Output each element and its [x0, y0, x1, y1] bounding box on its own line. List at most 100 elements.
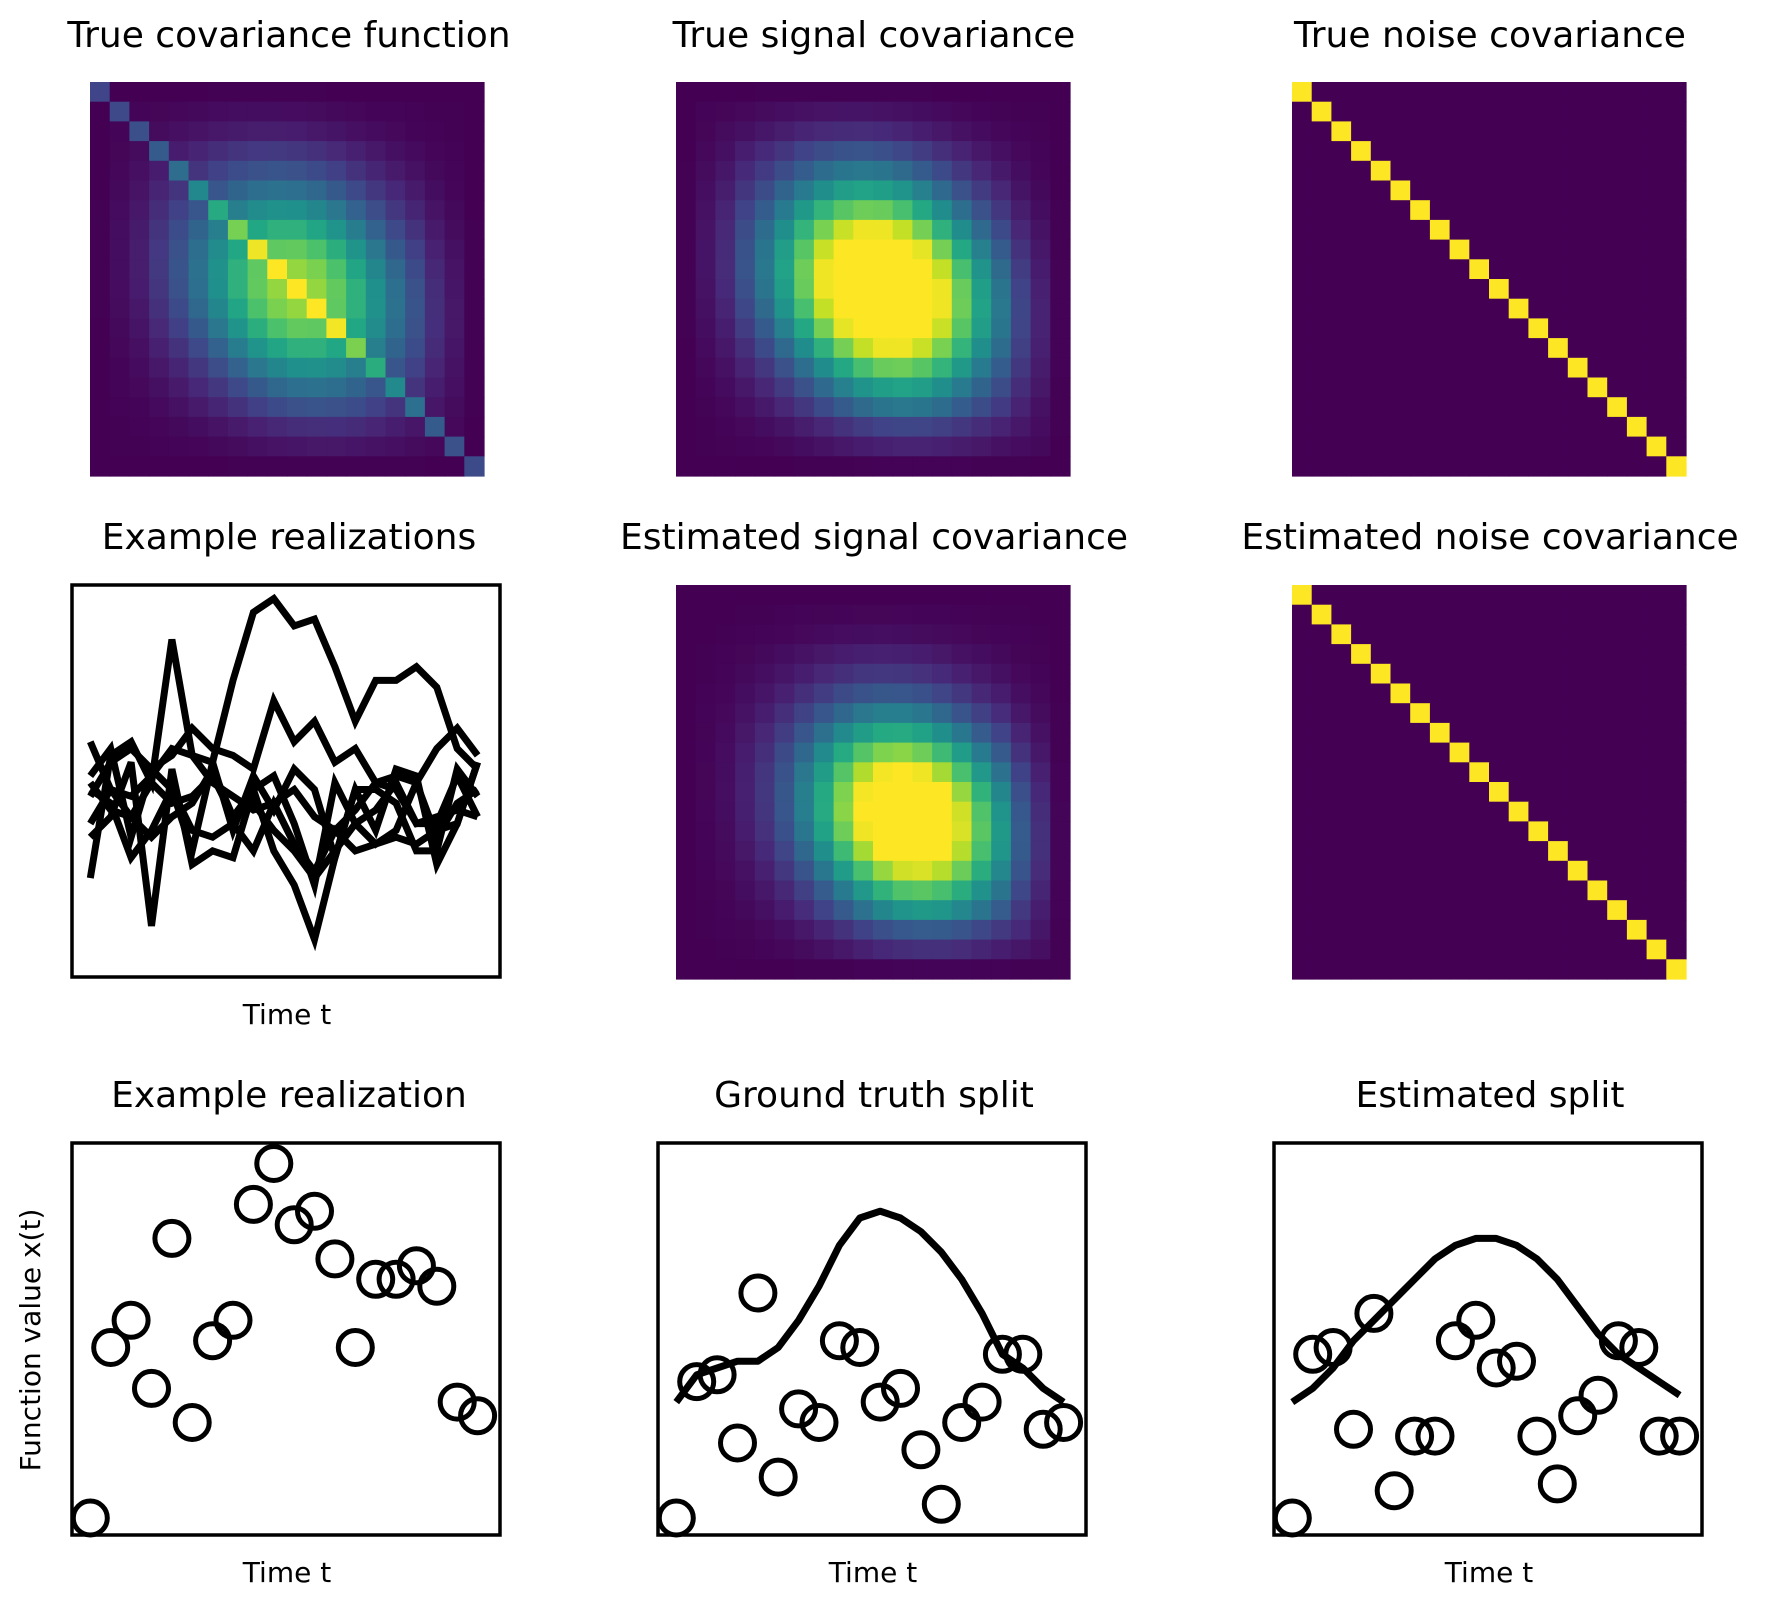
heatmap-cell: [1508, 397, 1529, 418]
heatmap-cell: [1311, 841, 1332, 862]
heatmap-cell: [464, 200, 485, 221]
heatmap-cell: [1469, 663, 1490, 685]
data-point: [437, 1382, 477, 1422]
heatmap-cell: [1567, 919, 1589, 941]
heatmap-cell: [149, 377, 170, 398]
heatmap-cell: [794, 160, 815, 182]
heatmap-cell: [1331, 101, 1352, 122]
heatmap-cell: [754, 722, 776, 744]
heatmap-cell: [1449, 821, 1470, 842]
heatmap-cell: [833, 939, 854, 960]
heatmap-cell: [1607, 762, 1628, 783]
heatmap-cell: [1370, 939, 1392, 960]
heatmap-cell: [1351, 663, 1372, 685]
heatmap-cell: [247, 397, 268, 418]
heatmap-cell: [1548, 821, 1569, 842]
heatmap-cell: [695, 318, 716, 339]
heatmap-cell: [1010, 318, 1032, 339]
heatmap-cell: [1626, 644, 1648, 665]
title-estimated-split: Estimated split: [1355, 1075, 1624, 1116]
heatmap-cell: [1626, 742, 1648, 763]
heatmap-cell: [385, 318, 406, 339]
heatmap-cell: [715, 357, 736, 379]
heatmap-cell: [1429, 821, 1451, 842]
heatmap-cell: [1010, 180, 1032, 201]
data-point: [779, 1389, 819, 1429]
heatmap-cell: [1666, 801, 1687, 822]
heatmap-cell: [1626, 722, 1648, 744]
heatmap-cell: [424, 357, 446, 379]
heatmap-cell: [774, 101, 795, 122]
heatmap-cell: [1050, 880, 1071, 901]
heatmap-cell: [1626, 703, 1648, 724]
heatmap-cell: [227, 318, 249, 339]
heatmap-cell: [1587, 900, 1608, 921]
heatmap-cell: [932, 279, 953, 300]
heatmap-cell: [1331, 200, 1352, 221]
heatmap-cell: [188, 180, 209, 201]
heatmap-cell: [1548, 377, 1569, 398]
heatmap-cell: [247, 82, 268, 103]
heatmap-cell: [715, 860, 736, 882]
heatmap-cell: [90, 318, 111, 339]
heatmap-cell: [1370, 377, 1392, 398]
heatmap-cell: [1646, 219, 1667, 241]
heatmap-true-noise-covariance: [1292, 82, 1687, 477]
heatmap-cell: [1607, 585, 1628, 606]
heatmap-cell: [1666, 239, 1687, 260]
heatmap-cell: [1567, 703, 1589, 724]
xlabel-estimated-split: Time t: [1444, 1556, 1533, 1589]
heatmap-cell: [1050, 703, 1071, 724]
heatmap-cell: [129, 279, 150, 300]
heatmap-cell: [735, 259, 756, 280]
heatmap-cell: [90, 121, 111, 142]
heatmap-cell: [1410, 919, 1431, 941]
heatmap-cell: [1410, 841, 1431, 862]
heatmap-cell: [813, 919, 835, 941]
heatmap-cell: [754, 821, 776, 842]
heatmap-cell: [1429, 377, 1451, 398]
heatmap-cell: [912, 841, 933, 862]
heatmap-cell: [813, 860, 835, 882]
heatmap-cell: [247, 200, 268, 221]
heatmap-cell: [129, 200, 150, 221]
heatmap-cell: [794, 762, 815, 783]
heatmap-cell: [1030, 683, 1051, 704]
heatmap-cell: [90, 456, 111, 477]
heatmap-cell: [774, 279, 795, 300]
heatmap-cell: [267, 200, 288, 221]
heatmap-cell: [1587, 624, 1608, 645]
heatmap-cell: [1567, 939, 1589, 960]
heatmap-cell: [1449, 880, 1470, 901]
heatmap-cell: [1567, 821, 1589, 842]
heatmap-cell: [833, 860, 854, 882]
heatmap-cell: [1050, 279, 1071, 300]
heatmap-cell: [1489, 200, 1510, 221]
heatmap-cell: [1489, 900, 1510, 921]
heatmap-cell: [1030, 703, 1051, 724]
heatmap-cell: [1429, 939, 1451, 960]
heatmap-cell: [365, 180, 387, 201]
heatmap-cell: [424, 397, 446, 418]
heatmap-cell: [912, 722, 933, 744]
heatmap-cell: [90, 397, 111, 418]
heatmap-cell: [715, 722, 736, 744]
heatmap-cell: [287, 456, 308, 477]
heatmap-cell: [1030, 377, 1051, 398]
heatmap-cell: [188, 279, 209, 300]
heatmap-cell: [1050, 377, 1071, 398]
heatmap-cell: [794, 318, 815, 339]
heatmap-cell: [813, 801, 835, 822]
heatmap-cell: [1449, 200, 1470, 221]
heatmap-cell: [1607, 101, 1628, 122]
heatmap-cell: [853, 259, 874, 280]
heatmap-cell: [1607, 338, 1628, 359]
heatmap-cell: [833, 604, 854, 625]
heatmap-cell: [1429, 279, 1451, 300]
heatmap-cell: [1548, 101, 1569, 122]
heatmap-cell: [385, 279, 406, 300]
heatmap-cell: [1370, 416, 1392, 438]
heatmap-cell: [1449, 180, 1470, 201]
heatmap-cell: [1587, 703, 1608, 724]
heatmap-cell: [90, 416, 111, 438]
